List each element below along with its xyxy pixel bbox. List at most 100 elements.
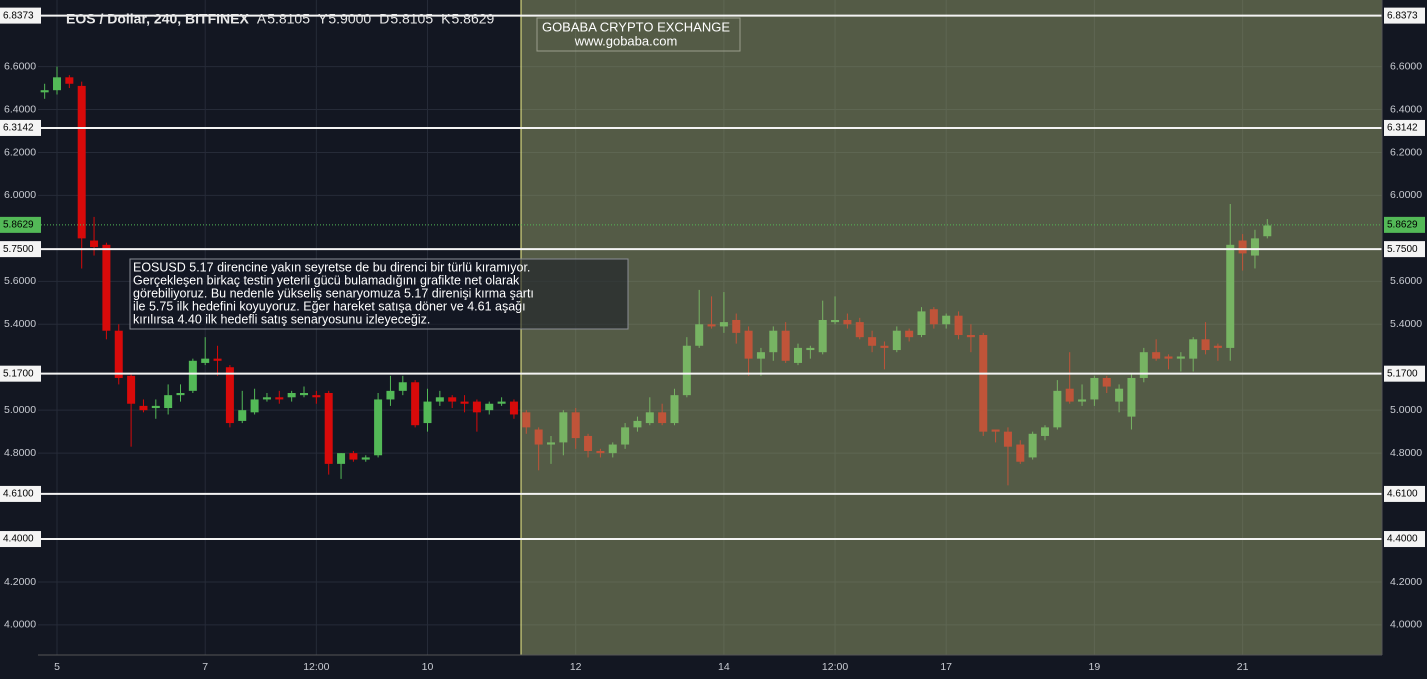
candle-body — [1028, 433, 1037, 458]
y-tick-label: 5.0000 — [1390, 404, 1422, 416]
candle-body — [374, 399, 383, 456]
candle-body — [1016, 444, 1025, 462]
y-tick-label: 4.8000 — [4, 447, 36, 459]
levels — [38, 14, 1382, 541]
candle-body — [1139, 352, 1148, 378]
axes: 4.0000 4.0000 4.2000 4.2000 4.8000 4.8000 5.00… — [4, 60, 1422, 672]
candle-body — [929, 309, 938, 325]
level-label-box — [0, 485, 41, 502]
candle-body — [843, 319, 852, 325]
level-label: 5.7500 — [3, 244, 34, 255]
x-tick-label: 14 — [718, 661, 730, 673]
candle-body — [547, 442, 555, 445]
candle-body — [1078, 399, 1087, 402]
level-label-box — [0, 531, 41, 548]
last-price-label: 5.8629 — [1387, 220, 1418, 231]
candle-body — [1152, 352, 1161, 359]
candle-body — [398, 382, 407, 391]
candle-body — [559, 412, 568, 443]
candle-body — [114, 330, 123, 378]
candle-body — [1238, 240, 1247, 254]
candle-body — [868, 337, 877, 346]
x-tick-label: 17 — [940, 661, 952, 673]
candle-body — [201, 358, 210, 363]
candle-body — [77, 85, 86, 239]
y-tick-label: 6.6000 — [1390, 60, 1422, 72]
y-tick-label: 6.4000 — [4, 103, 36, 115]
candle-body — [164, 395, 173, 409]
candle-body — [509, 401, 518, 415]
candle-body — [670, 395, 679, 424]
candle-body — [176, 393, 185, 396]
candle-body — [411, 382, 420, 426]
watermark-box: GOBABA CRYPTO EXCHANGE www.gobaba.com — [536, 17, 741, 52]
candle-body — [1164, 356, 1173, 359]
level-label-box — [1384, 119, 1425, 136]
candle-body — [225, 367, 234, 424]
last-price-box — [1384, 216, 1425, 233]
level-label: 4.4000 — [3, 534, 34, 545]
candle-body — [213, 358, 222, 361]
candle-body — [818, 319, 827, 353]
candle-body — [435, 397, 444, 402]
symbol-title: EOS / Dollar, 240, BITFINEX — [66, 11, 249, 27]
candles — [40, 66, 1272, 486]
candle-body — [954, 315, 963, 336]
candle-body — [880, 345, 889, 348]
candle-body — [707, 324, 716, 327]
candle-body — [1189, 339, 1198, 359]
candle-body — [584, 435, 593, 451]
ohlc-value: 5.8629 — [451, 11, 494, 27]
candle-body — [349, 453, 358, 460]
candle-body — [90, 240, 99, 247]
annotation-frame — [129, 258, 629, 330]
ohlc-value: 5.8105 — [267, 11, 310, 27]
candle-body — [275, 397, 284, 400]
candle-body — [324, 393, 333, 464]
level-label: 4.6100 — [3, 489, 34, 500]
candle-body — [287, 393, 296, 398]
candle-body — [756, 352, 765, 359]
candle-body — [1090, 377, 1099, 400]
candle-body — [905, 330, 914, 338]
candle-body — [991, 429, 1000, 432]
candle-body — [40, 90, 49, 93]
candle-body — [633, 420, 642, 428]
candle-body — [238, 410, 247, 421]
y-tick-label: 6.0000 — [1390, 189, 1422, 201]
y-tick-label: 5.6000 — [1390, 275, 1422, 287]
y-tick-label: 5.4000 — [1390, 318, 1422, 330]
candle-body — [139, 405, 148, 411]
candle-body — [250, 399, 259, 413]
candle-body — [1053, 390, 1062, 428]
annotation-box: EOSUSD 5.17 direncine yakın seyretse de … — [129, 258, 629, 330]
annotation-line: görebiliyoruz. Bu nedenle yükseliş senar… — [133, 286, 534, 300]
candle-body — [1226, 244, 1235, 348]
highlight-region — [521, 0, 1382, 655]
x-tick-label: 21 — [1237, 661, 1249, 673]
ohlc-value: 5.9000 — [328, 11, 371, 27]
candle-body — [769, 330, 778, 353]
candle-body — [1176, 356, 1185, 359]
candle-body — [337, 453, 346, 464]
level-label: 5.1700 — [3, 368, 34, 379]
candle-body — [472, 401, 481, 413]
candle-body — [892, 330, 901, 351]
candle-body — [1127, 377, 1136, 417]
level-label: 4.6100 — [1387, 489, 1418, 500]
candle-body — [744, 330, 753, 359]
candle-body — [448, 397, 457, 402]
level-label-box — [1384, 365, 1425, 382]
candle-body — [621, 427, 630, 445]
candle-body — [188, 360, 197, 391]
candle-body — [658, 412, 667, 424]
candle-body — [1065, 388, 1074, 402]
candle-body — [460, 401, 469, 404]
y-tick-label: 4.2000 — [1390, 576, 1422, 588]
candle-body — [645, 412, 654, 424]
level-label: 6.3142 — [3, 123, 34, 134]
candle-body — [781, 330, 790, 361]
candle-body — [65, 77, 74, 84]
candle-body — [485, 403, 494, 411]
